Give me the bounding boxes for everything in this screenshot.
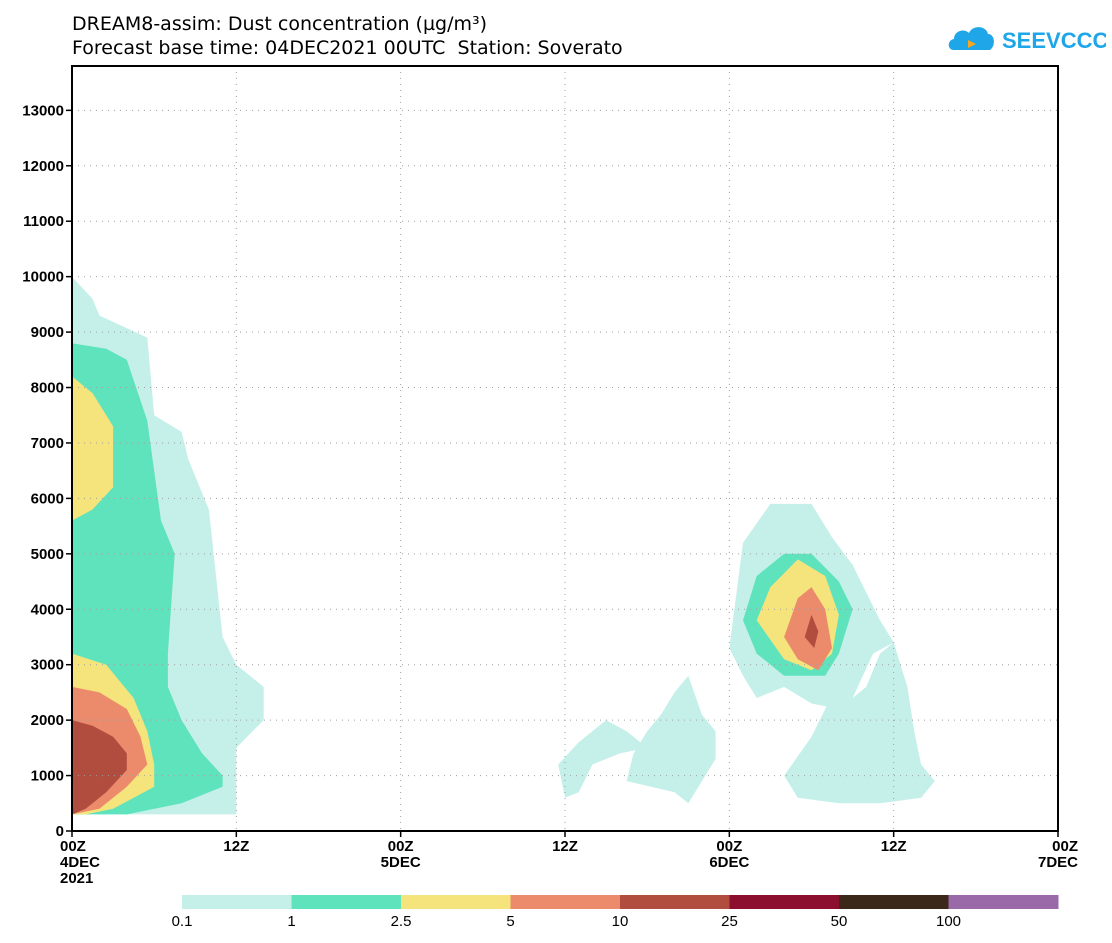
- y-tick-label: 4000: [31, 601, 64, 618]
- y-tick-label: 3000: [31, 657, 64, 674]
- colorbar-label: 25: [721, 913, 738, 930]
- x-tick-label: 12Z: [223, 838, 249, 855]
- colorbar-swatch: [948, 895, 1059, 909]
- colorbar-label: 1: [287, 913, 295, 930]
- y-tick-label: 5000: [31, 546, 64, 563]
- y-tick-label: 1000: [31, 768, 64, 785]
- y-tick-label: 2000: [31, 712, 64, 729]
- contour-fills: [72, 276, 935, 815]
- chart-subtitle: Forecast base time: 04DEC2021 00UTC Stat…: [72, 37, 623, 59]
- x-tick-label: 00Z: [716, 838, 742, 855]
- colorbar-label: 50: [831, 913, 848, 930]
- x-tick-label: 6DEC: [709, 854, 749, 871]
- colorbar-swatch: [620, 895, 730, 909]
- contour-region-level-4: [804, 614, 819, 649]
- colorbar-label: 2.5: [391, 913, 412, 930]
- y-axis: 0 1000 2000 3000 4000 5000 6000 7000 8000 9000 100…: [22, 102, 72, 840]
- y-tick-label: 12000: [22, 158, 64, 175]
- cloud-icon: [948, 27, 994, 50]
- x-tick-label: 7DEC: [1038, 854, 1078, 871]
- x-tick-label: 00Z: [1052, 838, 1078, 855]
- contour-region-level-2: [72, 376, 114, 521]
- colorbar-label: 100: [936, 913, 961, 930]
- colorbar-swatch: [729, 895, 840, 909]
- contour-region-level-0: [626, 675, 716, 804]
- colorbar-label: 0.1: [172, 913, 193, 930]
- colorbar-label: 5: [506, 913, 514, 930]
- y-tick-label: 8000: [31, 380, 64, 397]
- y-tick-label: 6000: [31, 490, 64, 507]
- colorbar-swatch: [182, 895, 292, 909]
- x-tick-label: 4DEC: [60, 854, 100, 871]
- colorbar-label: 10: [612, 913, 629, 930]
- y-tick-label: 13000: [22, 102, 64, 119]
- y-tick-label: 10000: [22, 269, 64, 286]
- colorbar-legend: 0.1 1 2.5 5 10 25 50 100: [172, 895, 1059, 930]
- x-tick-label: 5DEC: [381, 854, 421, 871]
- contour-region-level-0: [784, 642, 935, 804]
- x-tick-label: 00Z: [388, 838, 414, 855]
- contour-region-level-4: [72, 720, 127, 815]
- logo-text: SEEVCCC: [1002, 28, 1106, 53]
- seevccc-logo: SEEVCCC: [948, 27, 1106, 53]
- x-tick-label: 12Z: [881, 838, 907, 855]
- y-tick-label: 11000: [23, 213, 64, 230]
- grid-lines: [72, 66, 1058, 831]
- y-tick-label: 7000: [31, 435, 64, 452]
- x-tick-label: 12Z: [552, 838, 578, 855]
- colorbar-swatch: [839, 895, 949, 909]
- x-tick-label: 2021: [60, 870, 93, 887]
- colorbar-swatch: [401, 895, 511, 909]
- y-tick-label: 0: [56, 823, 64, 840]
- x-tick-label: 00Z: [60, 838, 86, 855]
- chart-title: DREAM8-assim: Dust concentration (µg/m³): [72, 13, 488, 35]
- contour-region-level-0: [558, 720, 648, 798]
- colorbar-swatch: [510, 895, 621, 909]
- colorbar-swatch: [291, 895, 402, 909]
- y-tick-label: 9000: [31, 324, 64, 341]
